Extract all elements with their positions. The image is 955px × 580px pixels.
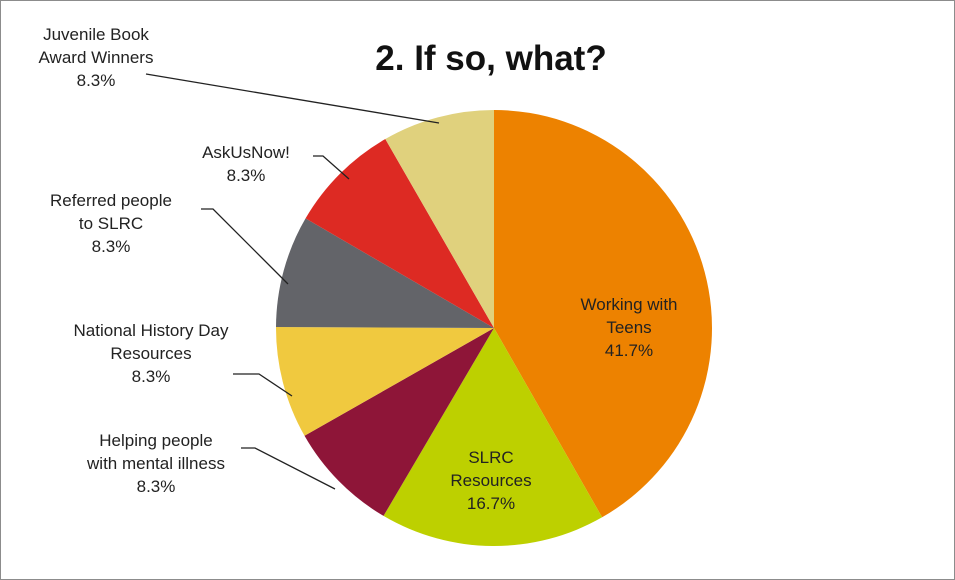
category-name: Juvenile Book Award Winners bbox=[38, 25, 154, 67]
slice-label: Working with Teens 41.7% bbox=[564, 293, 694, 362]
leader-line bbox=[201, 208, 289, 285]
category-name: Working with Teens bbox=[580, 295, 678, 337]
slice-label: Juvenile Book Award Winners 8.3% bbox=[21, 23, 171, 92]
percent-label: 8.3% bbox=[91, 237, 131, 256]
leader-line bbox=[233, 373, 293, 397]
percent-label: 8.3% bbox=[136, 477, 176, 496]
slice-label: Helping people with mental illness 8.3% bbox=[86, 429, 226, 498]
percent-label: 8.3% bbox=[131, 367, 171, 386]
leader-lines bbox=[145, 73, 440, 490]
leader-line bbox=[241, 447, 336, 490]
percent-label: 41.7% bbox=[604, 341, 654, 360]
pie-slice bbox=[304, 328, 494, 516]
leader-line bbox=[313, 155, 350, 180]
leader-line bbox=[145, 73, 440, 124]
category-name: Referred people to SLRC bbox=[50, 191, 172, 233]
percent-label: 16.7% bbox=[466, 494, 516, 513]
category-name: AskUsNow! bbox=[202, 143, 290, 162]
percent-label: 8.3% bbox=[226, 166, 266, 185]
slice-label: SLRC Resources 16.7% bbox=[441, 446, 541, 515]
pie-slice bbox=[275, 326, 494, 436]
pie-slice bbox=[383, 328, 603, 546]
pie-slice bbox=[494, 110, 712, 518]
slice-label: National History Day Resources 8.3% bbox=[71, 319, 231, 388]
category-name: Helping people with mental illness bbox=[87, 431, 225, 473]
pie-slice bbox=[276, 218, 494, 328]
category-name: National History Day Resources bbox=[73, 321, 229, 363]
category-name: SLRC Resources bbox=[450, 448, 532, 490]
pie-slice bbox=[385, 110, 494, 328]
chart-title: 2. If so, what? bbox=[375, 39, 607, 78]
slice-label: Referred people to SLRC 8.3% bbox=[41, 189, 181, 258]
percent-label: 8.3% bbox=[76, 71, 116, 90]
pie-slice bbox=[305, 139, 494, 328]
slice-label: AskUsNow! 8.3% bbox=[186, 141, 306, 187]
